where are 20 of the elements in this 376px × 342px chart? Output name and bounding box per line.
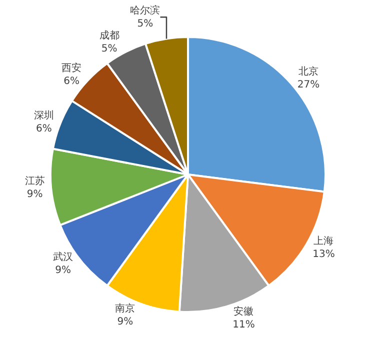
data-label: 6%: [36, 124, 52, 135]
slice-label: 南京: [115, 302, 136, 314]
slice-label: 武汉: [53, 250, 74, 263]
data-label: 9%: [117, 316, 134, 328]
data-label: 9%: [55, 264, 72, 276]
data-label: 6%: [64, 76, 80, 88]
slice-label: 上海: [314, 235, 334, 248]
slice-label: 江苏: [24, 175, 45, 188]
slice-label: 北京: [298, 66, 319, 78]
slice-label: 深圳: [34, 110, 54, 122]
data-label: 5%: [101, 44, 118, 55]
slice-label: 成都: [99, 30, 120, 42]
data-label: 27%: [297, 80, 320, 91]
data-label: 5%: [137, 18, 154, 30]
slice-label: 哈尔滨: [130, 4, 160, 17]
data-label: 9%: [26, 189, 43, 200]
slice-label: 西安: [62, 62, 82, 74]
data-label: 13%: [312, 249, 335, 260]
slice-label: 安徽: [234, 306, 254, 318]
data-label: 11%: [232, 320, 255, 331]
